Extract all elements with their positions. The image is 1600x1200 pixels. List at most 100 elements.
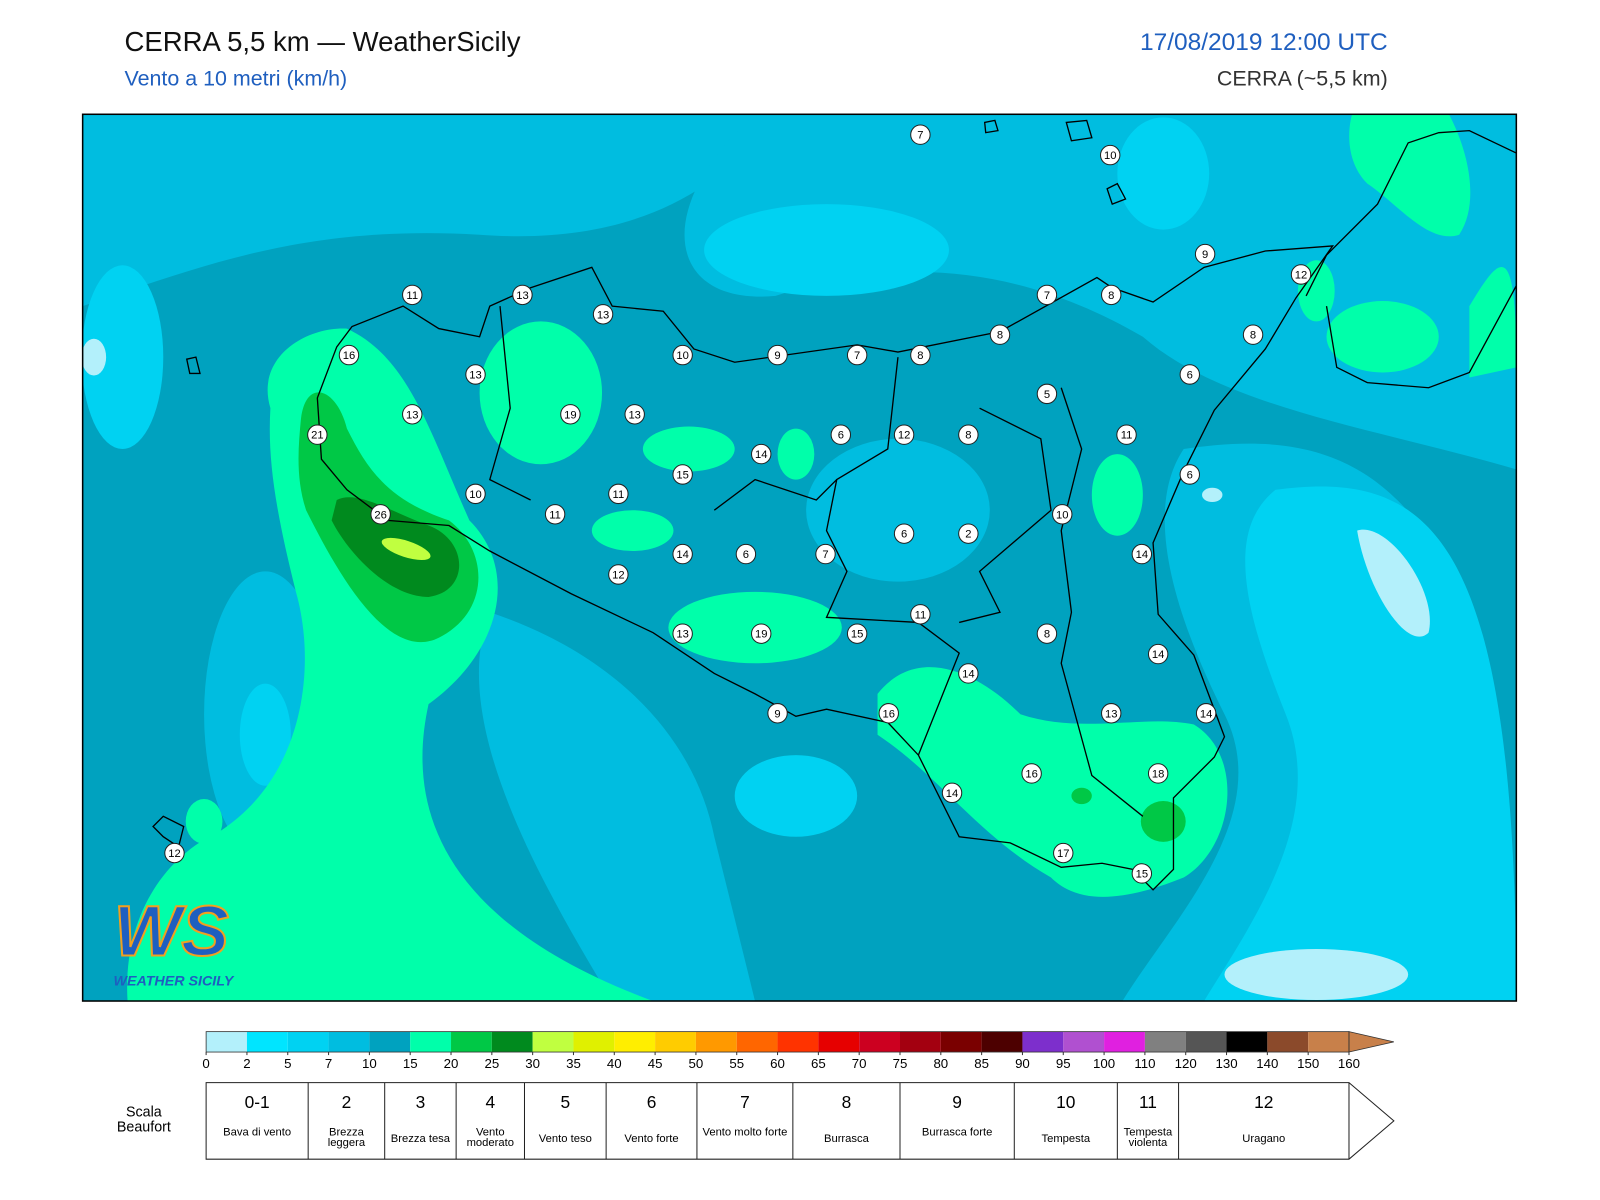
station-value: 21 xyxy=(311,430,323,442)
colorbar-tick-label: 10 xyxy=(362,1056,377,1071)
station-marker xyxy=(893,523,915,544)
colorbar-tick-label: 50 xyxy=(689,1056,704,1071)
colorbar-tick-label: 2 xyxy=(243,1056,250,1071)
station-marker xyxy=(1021,763,1042,784)
station-value: 13 xyxy=(516,290,528,302)
station-value: 2 xyxy=(965,529,971,541)
colorbar-swatch xyxy=(818,1031,860,1053)
station-value: 9 xyxy=(1202,249,1208,261)
station-marker xyxy=(751,623,772,644)
station-marker xyxy=(958,523,979,544)
colorbar-tick-label: 40 xyxy=(607,1056,622,1071)
station-marker xyxy=(1131,543,1153,565)
field-15-20 xyxy=(127,114,1517,1002)
beaufort-cell: 4 Vento moderato xyxy=(456,1083,524,1160)
coastlines xyxy=(152,119,1517,891)
station-value: 13 xyxy=(406,409,418,421)
station-value: 13 xyxy=(469,369,481,381)
station-value: 12 xyxy=(168,848,180,860)
station-value: 8 xyxy=(997,330,1003,342)
colorbar-arrow xyxy=(1348,1031,1394,1053)
beaufort-name: Burrasca forte xyxy=(921,1126,993,1139)
station-value: 19 xyxy=(564,409,576,421)
station-value: 15 xyxy=(1136,868,1148,880)
station-value: 11 xyxy=(613,489,625,501)
station-value: 14 xyxy=(1200,708,1212,720)
station-value: 8 xyxy=(1250,330,1256,342)
station-marker xyxy=(815,543,836,565)
colorbar-swatch xyxy=(573,1031,615,1053)
colorbar-tick-label: 70 xyxy=(852,1056,867,1071)
station-marker xyxy=(941,782,963,804)
station-value: 10 xyxy=(676,350,688,362)
logo-name: WEATHER SICILY xyxy=(114,973,235,989)
station-marker xyxy=(1052,504,1073,525)
beaufort-name: Uragano xyxy=(1242,1132,1286,1145)
station-value: 15 xyxy=(676,469,688,481)
station-value: 15 xyxy=(851,629,863,641)
station-value: 6 xyxy=(838,430,844,442)
colorbar-tick-label: 75 xyxy=(893,1056,908,1071)
colorbar-swatch xyxy=(655,1031,696,1053)
beaufort-cell: 11 Tempesta violenta xyxy=(1117,1083,1178,1160)
station-marker xyxy=(672,464,693,485)
station-marker xyxy=(164,842,185,864)
station-marker xyxy=(910,124,931,145)
beaufort-cell: 6 Vento forte xyxy=(606,1083,697,1160)
colorbar-swatch xyxy=(410,1031,452,1053)
station-marker xyxy=(1131,863,1153,884)
station-marker xyxy=(560,404,581,425)
station-marker xyxy=(624,404,645,425)
logo-mark: WS xyxy=(114,892,229,972)
colorbar-swatch xyxy=(1185,1031,1227,1053)
station-value: 14 xyxy=(755,449,767,461)
station-marker xyxy=(893,424,915,445)
station-value: 14 xyxy=(676,549,688,561)
beaufort-cell: 12 Uragano xyxy=(1179,1083,1349,1160)
colorbar-swatch xyxy=(981,1031,1023,1053)
colorbar-tick-label: 90 xyxy=(1015,1056,1030,1071)
field-5-7 xyxy=(82,117,1517,1002)
colorbar-tick-label: 80 xyxy=(933,1056,948,1071)
beaufort-name: Vento forte xyxy=(624,1132,679,1145)
beaufort-name: Vento teso xyxy=(538,1132,592,1145)
station-marker xyxy=(958,424,979,445)
station-value: 13 xyxy=(628,409,640,421)
colorbar-tick-label: 25 xyxy=(484,1056,499,1071)
subtitle: Vento a 10 metri (km/h) xyxy=(124,67,348,91)
colorbar-tick-label: 15 xyxy=(403,1056,418,1071)
station-marker xyxy=(1036,623,1058,644)
station-value: 7 xyxy=(1044,290,1050,302)
beaufort-force: 5 xyxy=(560,1092,571,1113)
station-value: 16 xyxy=(883,708,895,720)
station-marker xyxy=(402,284,423,306)
colorbar-swatch xyxy=(695,1031,737,1053)
colorbar-tick-label: 7 xyxy=(325,1056,332,1071)
station-marker xyxy=(307,424,328,445)
colorbar-tick-label: 30 xyxy=(525,1056,540,1071)
beaufort-cell: 0-1 Bava di vento xyxy=(206,1083,308,1160)
station-value: 12 xyxy=(1295,269,1307,281)
station-value: 18 xyxy=(1152,768,1164,780)
station-value: 13 xyxy=(1105,708,1117,720)
beaufort-force: 9 xyxy=(952,1092,962,1113)
station-marker xyxy=(1036,284,1058,306)
station-value: 14 xyxy=(962,668,974,680)
station-value: 6 xyxy=(743,549,749,561)
colorbar: 0 2 5 7 10 15 20 25 30 35 40 45 50 55 60 65 70 75 80 85 90 95… xyxy=(202,1031,1394,1071)
station-marker xyxy=(608,564,629,585)
colorbar-swatch xyxy=(491,1031,533,1053)
beaufort-frame xyxy=(205,1082,1395,1160)
beaufort-force: 11 xyxy=(1138,1092,1157,1113)
station-marker xyxy=(1242,324,1264,345)
beaufort-name: Vento moderato xyxy=(466,1126,515,1149)
beaufort-force: 3 xyxy=(415,1092,426,1113)
station-marker xyxy=(767,703,788,724)
station-marker xyxy=(910,344,931,366)
beaufort-name: Brezza leggera xyxy=(327,1126,366,1149)
colorbar-tick-label: 85 xyxy=(974,1056,989,1071)
beaufort-name: Brezza tesa xyxy=(390,1132,451,1145)
station-value: 12 xyxy=(612,569,624,581)
station-value: 10 xyxy=(1104,150,1116,162)
